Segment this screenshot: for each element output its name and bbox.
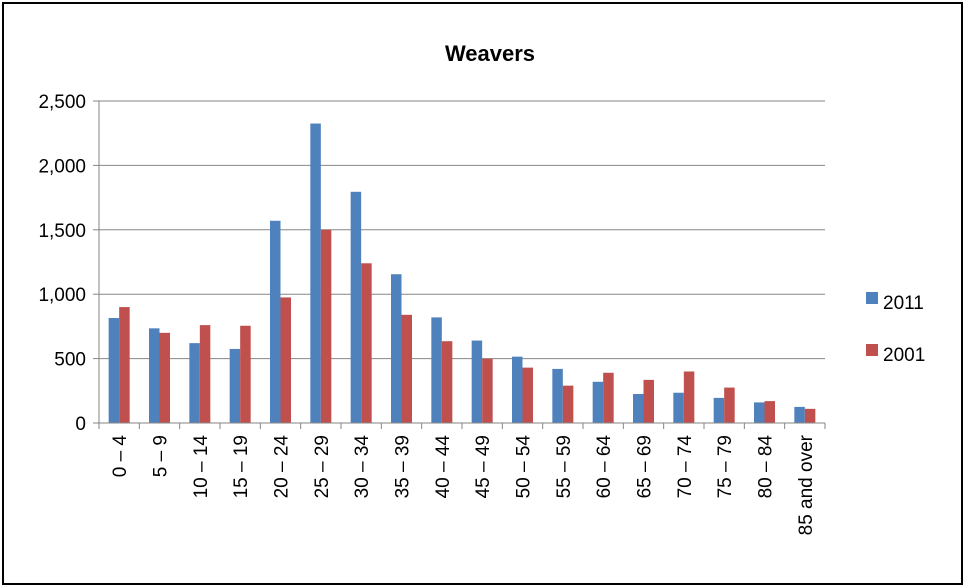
bar-2001 [643, 379, 654, 423]
x-tick-label: 40 – 44 [433, 435, 454, 499]
bar-2001 [522, 367, 533, 423]
bar-2001 [280, 297, 291, 423]
bar-2011 [108, 318, 120, 423]
x-tick-label: 45 – 49 [473, 435, 494, 498]
x-tick-label: 35 – 39 [393, 435, 414, 498]
legend: 2011 2001 [866, 292, 925, 366]
y-tick-label: 2,000 [38, 156, 86, 177]
legend-swatch-2001 [866, 344, 878, 356]
bar-2011 [189, 343, 200, 423]
bar-2001 [119, 307, 130, 423]
x-tick-label: 50 – 54 [514, 435, 535, 499]
x-tick-label: 70 – 74 [675, 435, 696, 499]
bar-2011 [310, 123, 321, 423]
y-axis-ticks: 0 500 1,000 1,500 2,000 2,500 [38, 92, 86, 435]
bar-2001 [562, 385, 574, 423]
y-tick-label: 500 [54, 350, 86, 371]
bar-2011 [270, 220, 281, 423]
bar-2001 [361, 263, 372, 423]
legend-label-2001: 2001 [883, 345, 925, 366]
bar-2001 [320, 229, 332, 423]
x-tick-label: 60 – 64 [594, 435, 615, 499]
x-tick-label: 65 – 69 [635, 435, 656, 498]
x-tick-label: 0 – 4 [110, 435, 131, 478]
bar-2011 [673, 392, 684, 423]
x-tick-label: 5 – 9 [151, 435, 172, 477]
bar-2001 [603, 372, 614, 423]
bar-2001 [401, 314, 412, 423]
bar-2011 [471, 340, 483, 423]
bar-2011 [391, 274, 402, 423]
bar-2011 [431, 317, 442, 423]
bar-2001 [159, 332, 170, 423]
x-tick-label: 85 and over [796, 434, 817, 535]
bar-2011 [350, 191, 362, 423]
x-tick-label: 15 – 19 [231, 435, 252, 498]
y-tick-label: 1,000 [38, 285, 86, 306]
bar-2011 [552, 368, 563, 423]
bar-2011 [713, 397, 725, 423]
x-axis-ticks: 0 – 4 5 – 9 10 – 14 15 – 19 20 – 24 25 – 29 30… [98, 422, 826, 535]
x-tick-label: 20 – 24 [272, 435, 293, 499]
y-tick-label: 1,500 [38, 221, 86, 242]
bar-2001 [804, 408, 816, 423]
bar-2011 [512, 356, 523, 423]
bar-2011 [754, 402, 765, 423]
bar-2001 [240, 325, 251, 423]
x-tick-label: 10 – 14 [191, 435, 212, 499]
chart-title: Weavers [445, 41, 535, 66]
bar-2001 [764, 401, 775, 423]
x-tick-label: 75 – 79 [715, 435, 736, 498]
x-tick-label: 80 – 84 [756, 435, 777, 499]
bars [108, 123, 816, 423]
bar-2001 [482, 358, 493, 423]
bar-2001 [724, 387, 735, 423]
bar-2011 [149, 328, 160, 423]
y-tick-label: 2,500 [38, 92, 86, 113]
bar-2001 [441, 341, 453, 423]
x-tick-label: 30 – 34 [352, 435, 373, 499]
bar-2001 [199, 325, 211, 423]
y-tick-label: 0 [75, 414, 86, 435]
bar-2011 [229, 348, 241, 423]
x-tick-label: 55 – 59 [554, 435, 575, 498]
bar-2011 [633, 394, 644, 423]
x-tick-label: 25 – 29 [312, 435, 333, 498]
legend-swatch-2011 [866, 292, 878, 304]
bar-2011 [592, 381, 604, 423]
bar-2001 [683, 371, 695, 423]
bar-2011 [794, 406, 805, 423]
legend-label-2011: 2011 [883, 293, 924, 314]
